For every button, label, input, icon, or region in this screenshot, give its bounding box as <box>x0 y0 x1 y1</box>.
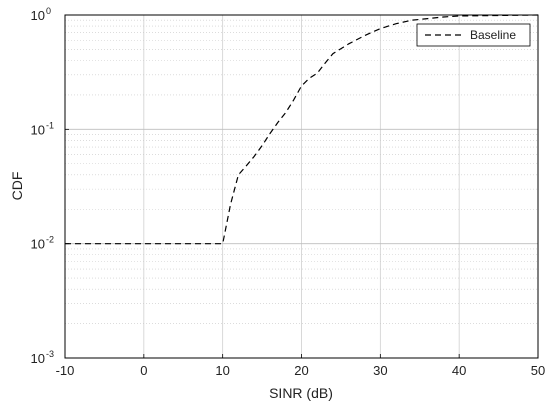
y-axis-label: CDF <box>9 172 25 201</box>
y-tick-label: 10 <box>31 8 45 23</box>
y-tick-label: 10 <box>31 351 45 366</box>
grid <box>65 15 538 358</box>
x-axis-label: SINR (dB) <box>269 385 333 401</box>
x-axis-ticks: -10 0 10 20 30 40 50 <box>56 354 545 378</box>
x-tick-label: -10 <box>56 363 75 378</box>
x-tick-label: 0 <box>140 363 147 378</box>
series-line-baseline <box>65 14 539 245</box>
x-tick-label: 30 <box>373 363 387 378</box>
legend-box <box>416 23 531 47</box>
legend-label-baseline: Baseline <box>470 28 516 42</box>
x-tick-label: 40 <box>452 363 466 378</box>
y-tick-exponent: -1 <box>46 120 54 130</box>
x-tick-label: 10 <box>215 363 229 378</box>
y-tick-label: 10 <box>31 237 45 252</box>
y-tick-exponent: -2 <box>46 235 54 245</box>
x-tick-label: 20 <box>294 363 308 378</box>
y-tick-exponent: -3 <box>46 349 54 359</box>
y-tick-exponent: 0 <box>46 6 51 16</box>
legend: Baseline <box>416 23 531 47</box>
series-layer <box>65 14 539 245</box>
y-tick-label: 10 <box>31 122 45 137</box>
x-tick-label: 50 <box>531 363 545 378</box>
